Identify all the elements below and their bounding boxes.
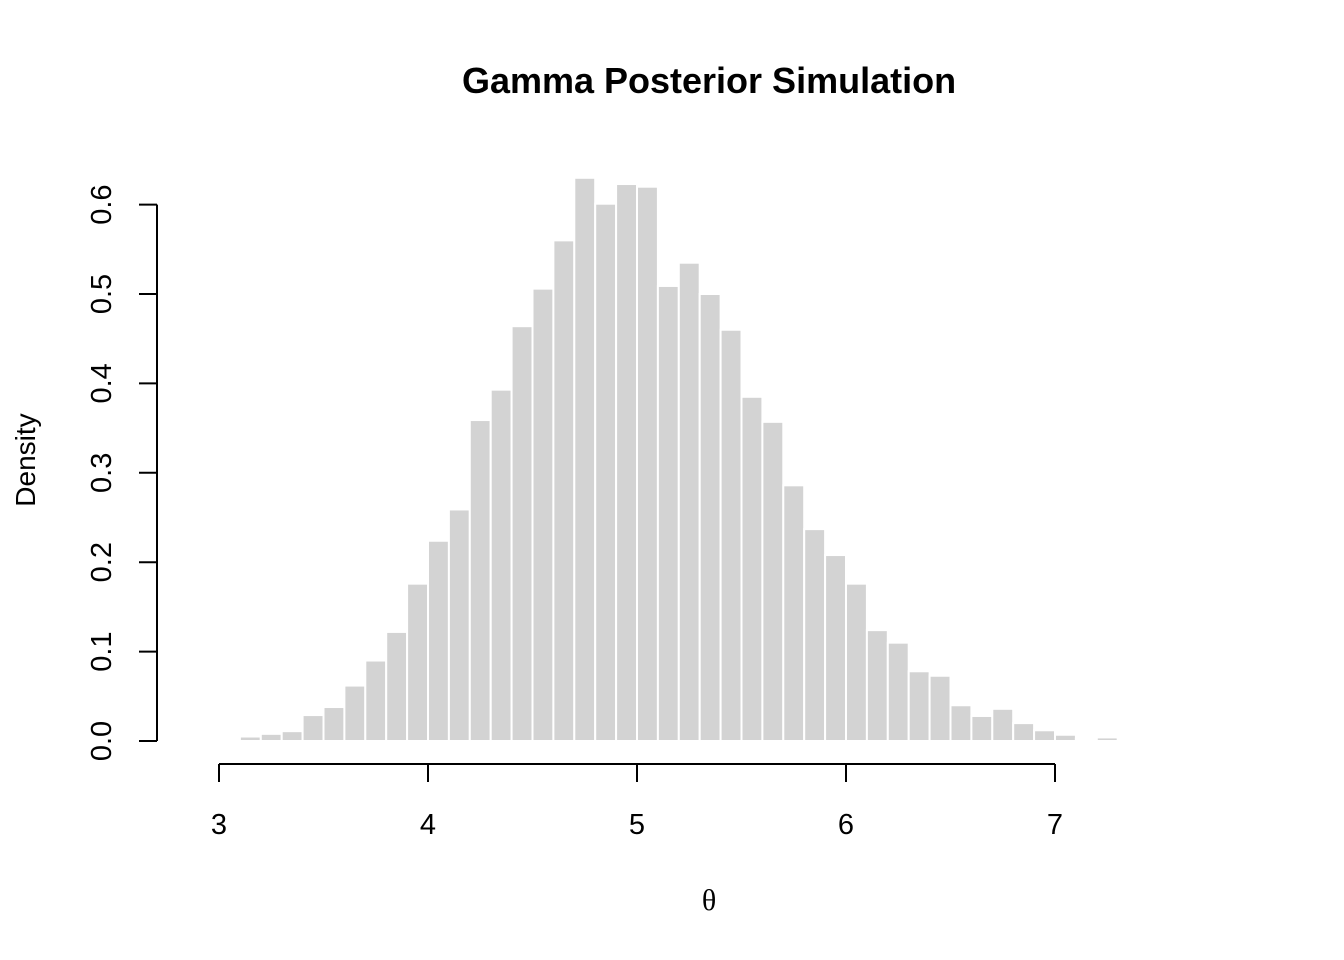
histogram-bar [447, 508, 471, 743]
histogram-bar [1033, 729, 1056, 742]
y-axis: 0.0 0.1 0.2 0.3 0.4 0.5 0.6 [86, 184, 158, 761]
histogram-bar [991, 707, 1015, 742]
histogram-bar [406, 582, 430, 742]
histogram-bar [364, 659, 388, 742]
histogram-bar [824, 554, 847, 742]
histogram-bar [907, 670, 931, 743]
histogram-bar [865, 629, 889, 742]
histogram-bar [385, 630, 409, 743]
y-tick-label: 0.6 [86, 184, 118, 224]
histogram-bar [886, 641, 910, 742]
histogram-bar [343, 684, 367, 743]
chart-title: Gamma Posterior Simulation [462, 60, 956, 101]
histogram-bar [970, 714, 994, 743]
histogram-bar [531, 287, 555, 742]
histogram-bar [949, 704, 973, 742]
histogram-bar [1054, 733, 1077, 743]
histogram-bar [928, 674, 952, 742]
histogram-bar [761, 420, 785, 742]
histogram-bar [259, 732, 283, 743]
histogram-bar [280, 730, 304, 743]
bars-group [238, 176, 1119, 743]
histogram-bar [322, 706, 346, 743]
histogram-bar [573, 176, 597, 742]
histogram-bar [740, 395, 764, 742]
y-tick-label: 0.3 [86, 453, 118, 493]
y-tick-label: 0.2 [86, 542, 118, 582]
histogram-bar [677, 261, 701, 742]
y-tick-label: 0.4 [86, 363, 118, 403]
histogram-bar [301, 714, 325, 742]
x-tick-label: 5 [629, 809, 645, 841]
histogram-bar [803, 528, 827, 743]
y-tick-label: 0.0 [86, 721, 118, 761]
x-tick-label: 7 [1047, 809, 1063, 841]
histogram-bar [594, 202, 618, 742]
histogram-bar [238, 735, 262, 743]
histogram-bar [468, 419, 492, 742]
y-tick-label: 0.1 [86, 631, 118, 671]
histogram-bar [719, 328, 743, 742]
histogram-bar [1012, 722, 1036, 742]
histogram-bar [698, 293, 722, 742]
histogram-bar [845, 582, 868, 742]
histogram-bar [656, 284, 680, 742]
histogram-bar [552, 239, 576, 743]
histogram-bar [510, 325, 534, 742]
histogram-bar [615, 183, 638, 742]
histogram-bar [1074, 738, 1098, 742]
x-axis: 3 4 5 6 7 [211, 763, 1063, 841]
x-tick-label: 6 [838, 809, 854, 841]
x-tick-label: 4 [420, 809, 436, 841]
x-axis-label: θ [702, 884, 716, 917]
y-tick-label: 0.5 [86, 274, 118, 314]
histogram-bar [489, 388, 513, 742]
histogram-bar [782, 484, 806, 743]
histogram-bar [427, 539, 450, 743]
histogram-bar [1095, 736, 1119, 743]
y-axis-label: Density [10, 413, 41, 506]
x-tick-label: 3 [211, 809, 227, 841]
histogram-bar [636, 185, 659, 743]
